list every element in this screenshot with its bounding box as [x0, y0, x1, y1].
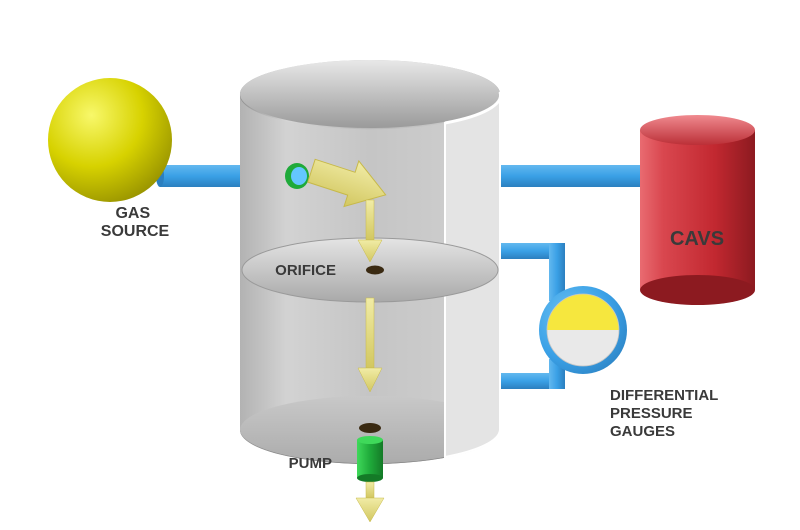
outlet-hole [359, 423, 381, 433]
cavs-cylinder [640, 115, 755, 305]
arrow-pump-out [356, 482, 384, 522]
apparatus-diagram: GAS SOURCE ORIFICE PUMP CAVS DIFFERENTIA… [0, 0, 800, 530]
differential-pressure-gauge [539, 286, 627, 374]
orifice-hole [366, 266, 384, 275]
label-gas-source: GAS SOURCE [101, 205, 170, 240]
label-cavs: CAVS [670, 228, 724, 250]
label-diff-pressure: DIFFERENTIAL PRESSURE GAUGES [610, 387, 722, 440]
label-orifice: ORIFICE [275, 262, 336, 279]
pump-assembly [356, 436, 384, 522]
gas-inlet-port [285, 163, 309, 189]
gas-source-sphere [48, 78, 172, 202]
label-pump: PUMP [289, 455, 332, 472]
